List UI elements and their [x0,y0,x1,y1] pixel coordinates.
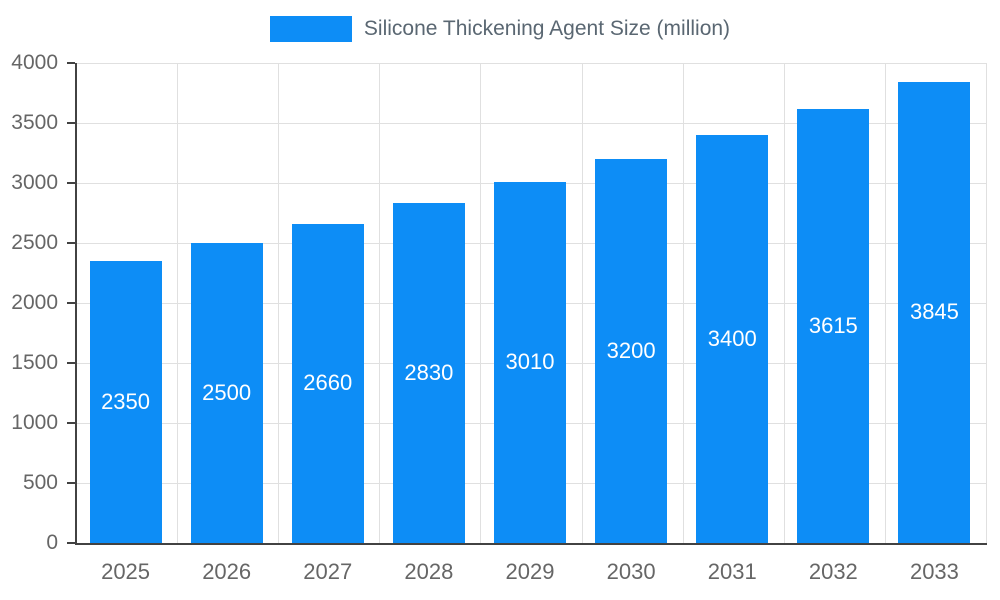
y-axis-tick-label: 3000 [11,171,58,194]
bar[interactable] [797,109,870,543]
y-axis-tick-mark [67,482,75,484]
legend-label: Silicone Thickening Agent Size (million) [363,17,731,40]
x-axis-tick-label: 2027 [303,559,353,584]
legend[interactable]: Silicone Thickening Agent Size (million) [0,16,1000,42]
x-axis-tick-label: 2033 [909,559,959,584]
y-axis-tick-label: 0 [46,531,58,554]
vertical-gridline [177,63,178,543]
vertical-gridline [379,63,380,543]
y-axis-tick-mark [67,542,75,544]
x-axis-tick-label: 2031 [707,559,757,584]
x-axis-tick-label: 2030 [606,559,656,584]
y-axis-tick-mark [67,422,75,424]
y-axis-tick-label: 3500 [11,111,58,134]
bar[interactable] [595,159,668,543]
vertical-gridline [784,63,785,543]
y-axis-tick-mark [67,182,75,184]
y-axis-tick-label: 2500 [11,231,58,254]
y-axis-tick-label: 1000 [11,411,58,434]
y-axis-tick-mark [67,302,75,304]
x-axis-tick-label: 2025 [101,559,151,584]
x-axis-tick-label: 2029 [505,559,555,584]
vertical-gridline [582,63,583,543]
bar[interactable] [190,243,263,543]
vertical-gridline [278,63,279,543]
x-axis-tick-label: 2032 [808,559,858,584]
y-axis-tick-label: 1500 [11,351,58,374]
y-axis-tick-mark [67,122,75,124]
y-axis-tick-mark [67,62,75,64]
y-axis-tick-label: 500 [22,471,58,494]
legend-swatch [269,16,352,42]
vertical-gridline [986,63,987,543]
bar[interactable] [696,135,769,543]
vertical-gridline [683,63,684,543]
horizontal-gridline [77,123,987,124]
y-axis-tick-label: 2000 [11,291,58,314]
x-axis-tick-label: 2028 [404,559,454,584]
bar[interactable] [392,203,465,543]
bar[interactable] [494,181,566,543]
y-axis-tick-mark [67,362,75,364]
vertical-gridline [480,63,481,543]
x-axis-tick-label: 2026 [202,559,252,584]
bar[interactable] [291,223,364,543]
horizontal-gridline [77,63,987,64]
vertical-gridline [885,63,886,543]
bar[interactable] [89,261,162,543]
y-axis-tick-mark [67,242,75,244]
bar[interactable] [898,81,971,543]
y-axis-tick-label: 4000 [11,51,58,74]
